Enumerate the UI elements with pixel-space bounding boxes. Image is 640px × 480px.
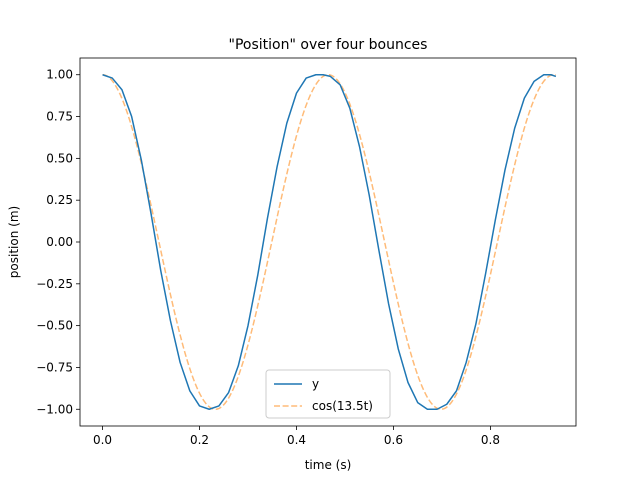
y-tick-label: 0.25 [46, 193, 73, 207]
series-line-cos [102, 73, 557, 411]
x-tick-label: 0.2 [190, 433, 209, 447]
x-tick-label: 0.8 [481, 433, 500, 447]
y-tick-label: −0.50 [36, 319, 73, 333]
y-tick-label: 0.75 [46, 110, 73, 124]
plot-area: 0.0 0.2 0.4 0.6 0.8 1.00 0.75 0.50 0.25 0.00 −0.25… [36, 57, 577, 447]
legend-label: cos(13.5t) [312, 399, 373, 413]
x-tick-label: 0.0 [93, 433, 112, 447]
y-tick-label: 0.00 [46, 235, 73, 249]
chart-title: "Position" over four bounces [229, 37, 428, 53]
legend-label: y [312, 377, 319, 391]
series-line-y [102, 73, 557, 411]
x-tick-label: 0.4 [287, 433, 306, 447]
y-tick-label: 0.50 [46, 151, 73, 165]
y-tick-label: 1.00 [46, 68, 73, 82]
series-group [102, 73, 557, 411]
x-tick-label: 0.6 [384, 433, 403, 447]
y-tick-label: −1.00 [36, 402, 73, 416]
x-axis-label: time (s) [305, 458, 352, 472]
y-tick-label: −0.75 [36, 360, 73, 374]
legend: y cos(13.5t) [265, 369, 391, 419]
y-axis-label: position (m) [7, 206, 21, 278]
y-tick-label: −0.25 [36, 277, 73, 291]
